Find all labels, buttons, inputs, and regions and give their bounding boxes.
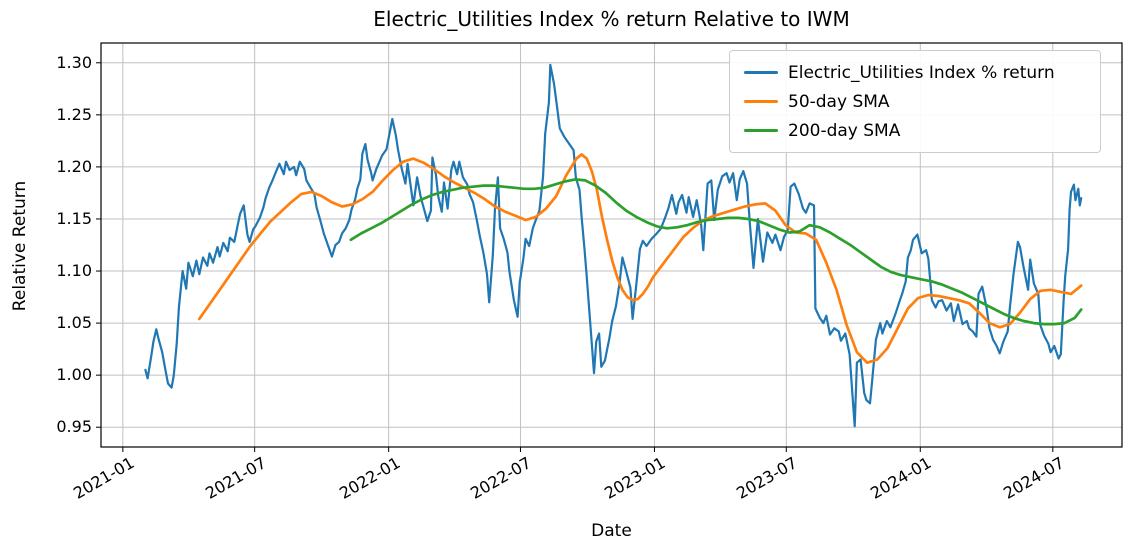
y-tick-label: 1.30 — [56, 52, 92, 72]
series-swatch-sma50 — [744, 100, 778, 103]
y-tick-label: 0.95 — [56, 417, 92, 437]
legend: Electric_Utilities Index % return 50-day… — [729, 50, 1101, 153]
legend-item: 200-day SMA — [740, 116, 1090, 145]
y-tick-label: 1.25 — [56, 104, 92, 124]
chart-title: Electric_Utilities Index % return Relati… — [373, 7, 850, 31]
axes-frame — [100, 42, 1123, 448]
y-tick-label: 1.15 — [56, 208, 92, 228]
legend-label: Electric_Utilities Index % return — [788, 62, 1055, 83]
y-tick-label: 1.00 — [56, 365, 92, 385]
legend-label: 50-day SMA — [788, 91, 890, 112]
y-tick-label: 1.05 — [56, 313, 92, 333]
y-tick-label: 1.10 — [56, 261, 92, 281]
x-axis-label: Date — [591, 521, 632, 541]
series-line-0 — [144, 63, 1083, 428]
legend-item: Electric_Utilities Index % return — [740, 58, 1090, 87]
series-line-1 — [197, 153, 1083, 365]
legend-item: 50-day SMA — [740, 87, 1090, 116]
series-line-2 — [349, 178, 1083, 326]
series-swatch-sma200 — [744, 129, 778, 132]
legend-label: 200-day SMA — [788, 120, 901, 141]
y-tick-label: 1.20 — [56, 156, 92, 176]
series-swatch-index — [744, 71, 778, 74]
